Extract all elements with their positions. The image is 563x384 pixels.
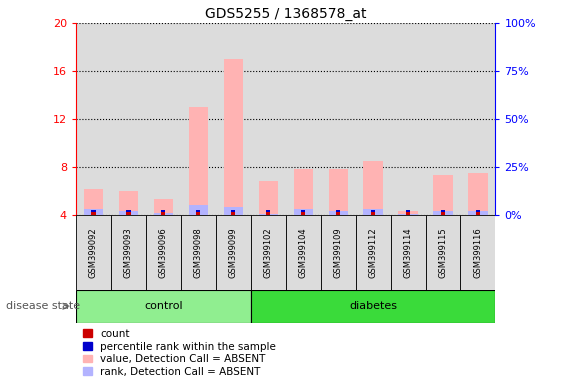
- Bar: [84, 189, 103, 215]
- Bar: [189, 205, 208, 215]
- Bar: [258, 214, 278, 215]
- FancyBboxPatch shape: [111, 215, 146, 290]
- Text: disease state: disease state: [6, 301, 80, 311]
- Bar: [119, 191, 138, 215]
- Bar: [154, 213, 173, 215]
- Bar: [231, 212, 235, 215]
- Bar: [434, 212, 453, 215]
- FancyBboxPatch shape: [391, 215, 426, 290]
- FancyBboxPatch shape: [181, 215, 216, 290]
- Text: GSM399114: GSM399114: [404, 227, 413, 278]
- Text: GSM399116: GSM399116: [473, 227, 482, 278]
- Bar: [161, 210, 166, 212]
- FancyBboxPatch shape: [76, 215, 111, 290]
- Bar: [266, 212, 270, 215]
- Bar: [406, 210, 410, 212]
- Bar: [476, 210, 480, 212]
- Bar: [364, 161, 383, 215]
- Bar: [258, 182, 278, 215]
- Text: GSM399092: GSM399092: [89, 227, 98, 278]
- Bar: [293, 209, 313, 215]
- Bar: [266, 210, 270, 212]
- Bar: [336, 210, 340, 212]
- FancyBboxPatch shape: [426, 215, 461, 290]
- Bar: [293, 169, 313, 215]
- Bar: [468, 173, 488, 215]
- FancyBboxPatch shape: [251, 290, 495, 323]
- Bar: [399, 212, 418, 215]
- Text: diabetes: diabetes: [349, 301, 397, 311]
- FancyBboxPatch shape: [461, 215, 495, 290]
- FancyBboxPatch shape: [251, 215, 285, 290]
- Bar: [329, 169, 348, 215]
- Bar: [224, 59, 243, 215]
- Bar: [476, 212, 480, 215]
- Bar: [468, 212, 488, 215]
- Text: GSM399104: GSM399104: [299, 227, 308, 278]
- Bar: [196, 210, 200, 212]
- Bar: [161, 212, 166, 215]
- FancyBboxPatch shape: [76, 290, 251, 323]
- Bar: [371, 210, 375, 212]
- Bar: [406, 212, 410, 215]
- FancyBboxPatch shape: [285, 215, 321, 290]
- Text: GSM399109: GSM399109: [334, 227, 343, 278]
- Bar: [336, 212, 340, 215]
- Bar: [91, 212, 96, 215]
- Text: GSM399093: GSM399093: [124, 227, 133, 278]
- Title: GDS5255 / 1368578_at: GDS5255 / 1368578_at: [205, 7, 367, 21]
- Bar: [154, 199, 173, 215]
- Text: GSM399096: GSM399096: [159, 227, 168, 278]
- Bar: [224, 207, 243, 215]
- Bar: [91, 210, 96, 212]
- Text: control: control: [144, 301, 183, 311]
- FancyBboxPatch shape: [356, 215, 391, 290]
- Bar: [196, 212, 200, 215]
- Bar: [441, 212, 445, 215]
- Bar: [189, 107, 208, 215]
- Bar: [301, 210, 305, 212]
- Bar: [301, 212, 305, 215]
- Bar: [231, 210, 235, 212]
- Bar: [126, 210, 131, 212]
- Text: GSM399115: GSM399115: [439, 227, 448, 278]
- Bar: [434, 175, 453, 215]
- FancyBboxPatch shape: [216, 215, 251, 290]
- FancyBboxPatch shape: [321, 215, 356, 290]
- Bar: [371, 212, 375, 215]
- Bar: [329, 212, 348, 215]
- FancyBboxPatch shape: [146, 215, 181, 290]
- Bar: [126, 212, 131, 215]
- Bar: [119, 212, 138, 215]
- Bar: [441, 210, 445, 212]
- Legend: count, percentile rank within the sample, value, Detection Call = ABSENT, rank, : count, percentile rank within the sample…: [81, 327, 278, 379]
- Text: GSM399112: GSM399112: [369, 227, 378, 278]
- Bar: [364, 209, 383, 215]
- Text: GSM399102: GSM399102: [263, 227, 272, 278]
- Bar: [399, 214, 418, 215]
- Bar: [84, 209, 103, 215]
- Text: GSM399099: GSM399099: [229, 227, 238, 278]
- Text: GSM399098: GSM399098: [194, 227, 203, 278]
